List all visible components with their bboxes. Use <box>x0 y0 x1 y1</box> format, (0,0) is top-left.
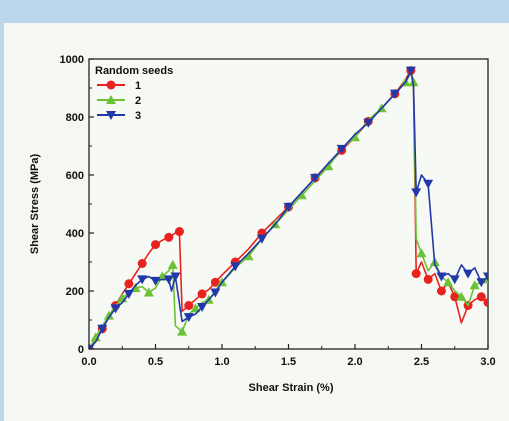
series-3-marker <box>283 202 294 212</box>
series-3-marker <box>436 272 447 282</box>
series-3-marker <box>405 66 416 76</box>
legend-label: 2 <box>135 95 141 107</box>
series-1-marker <box>476 292 486 302</box>
axes-layer: 0.0 0.5 1.0 1.5 2.0 2.5 3.0 0 200 400 600 800 1000 <box>60 54 496 368</box>
series-3-marker <box>210 288 221 298</box>
series-3-marker <box>123 289 134 299</box>
series-1-marker <box>483 298 488 308</box>
series-1-marker <box>137 258 147 268</box>
series-2-marker <box>350 132 360 142</box>
y-tick-label: 600 <box>66 170 84 182</box>
legend-item-1: 1 <box>97 80 141 92</box>
y-tick-label: 400 <box>66 228 84 240</box>
series-3-marker <box>256 234 267 244</box>
series-3-marker <box>89 345 94 349</box>
series-3-marker <box>476 278 487 288</box>
series-2-marker <box>469 280 480 290</box>
series-3-marker <box>463 269 474 279</box>
series-1-marker <box>436 286 446 296</box>
series-2-marker <box>167 259 178 269</box>
series-3-marker <box>336 144 347 154</box>
series-1-marker <box>423 274 433 284</box>
series-3-marker <box>411 188 422 198</box>
series-2-marker <box>143 287 154 297</box>
series-1-marker <box>164 232 174 242</box>
x-axis-title: Shear Strain (%) <box>249 382 334 394</box>
series-1-marker <box>184 301 194 310</box>
series-2-marker <box>90 332 101 342</box>
series-3-marker <box>97 324 108 334</box>
series-3-marker <box>150 276 161 286</box>
series-1-marker <box>124 279 134 289</box>
series-1-marker <box>174 227 184 237</box>
x-tick-label: 2.5 <box>414 356 429 368</box>
legend-item-2: 2 <box>97 95 141 107</box>
series-1-marker <box>210 277 220 287</box>
legend: Random seeds 1 2 3 <box>95 65 173 122</box>
y-tick-label: 800 <box>66 112 84 124</box>
x-tick-label: 3.0 <box>480 356 495 368</box>
series-layer <box>89 66 488 349</box>
series-1-marker <box>151 240 160 250</box>
series-3-marker <box>163 275 174 285</box>
x-tick-label: 0.0 <box>81 356 96 368</box>
x-tick-label: 1.0 <box>214 356 229 368</box>
y-tick-label: 0 <box>78 344 84 356</box>
series-2-marker <box>243 251 254 261</box>
series-1-marker <box>197 289 207 299</box>
series-2-marker <box>177 326 188 336</box>
legend-swatch-marker <box>106 95 116 104</box>
series-3-marker <box>137 275 148 285</box>
series-3-marker <box>389 89 400 99</box>
x-tick-label: 2.0 <box>347 356 362 368</box>
series-2-marker <box>443 277 454 287</box>
series-1-marker <box>450 292 460 302</box>
series-2-marker <box>416 248 427 258</box>
series-3-marker <box>423 179 434 189</box>
series-2-marker <box>130 283 141 293</box>
series-3-marker <box>310 173 321 183</box>
series-3 <box>89 66 488 349</box>
legend-swatch-marker <box>106 80 116 90</box>
series-2-marker <box>190 303 201 313</box>
legend-label: 1 <box>135 80 141 92</box>
series-3-marker <box>483 272 488 282</box>
series-3-marker <box>110 304 121 314</box>
series-3-marker <box>183 313 194 323</box>
legend-label: 3 <box>135 110 141 122</box>
series-3-marker <box>197 302 208 312</box>
series-3-marker <box>363 118 374 128</box>
x-tick-label: 1.5 <box>281 356 296 368</box>
legend-item-3: 3 <box>97 110 141 122</box>
series-3-marker <box>230 262 241 272</box>
legend-swatch-marker <box>106 111 116 120</box>
y-tick-label: 1000 <box>60 54 84 66</box>
series-2-marker <box>323 161 334 171</box>
series-2-marker <box>456 291 467 301</box>
x-tick-label: 0.5 <box>148 356 163 368</box>
series-2-marker <box>296 190 307 200</box>
series-2-marker <box>103 310 114 320</box>
y-tick-label: 200 <box>66 286 84 298</box>
series-3-marker <box>170 272 181 282</box>
series-1-marker <box>411 269 421 279</box>
legend-title: Random seeds <box>95 65 173 77</box>
y-axis-title: Shear Stress (MPa) <box>29 154 41 255</box>
series-3-marker <box>449 275 460 285</box>
